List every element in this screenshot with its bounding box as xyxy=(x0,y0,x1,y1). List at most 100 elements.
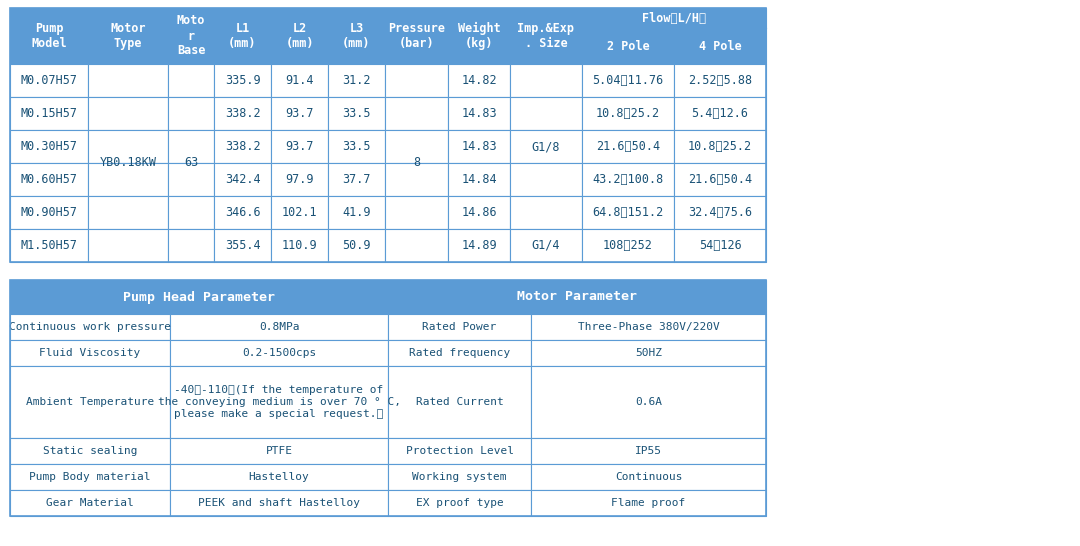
Bar xyxy=(214,163,271,196)
Bar xyxy=(271,8,328,64)
Text: 2.52～5.88: 2.52～5.88 xyxy=(688,74,752,87)
Bar xyxy=(87,229,168,262)
Bar xyxy=(328,8,384,64)
Bar xyxy=(168,130,214,163)
Bar xyxy=(214,196,271,229)
Text: 14.82: 14.82 xyxy=(461,74,497,87)
Text: 0.6A: 0.6A xyxy=(635,397,662,407)
Bar xyxy=(388,340,531,366)
Text: Motor Parameter: Motor Parameter xyxy=(517,290,637,304)
Bar xyxy=(10,130,87,163)
Text: 355.4: 355.4 xyxy=(225,239,260,252)
Text: 14.86: 14.86 xyxy=(461,206,497,219)
Bar xyxy=(170,340,388,366)
Bar xyxy=(328,163,384,196)
Bar xyxy=(10,64,87,97)
Text: Motor
Type: Motor Type xyxy=(110,22,146,50)
Text: M0.07H57: M0.07H57 xyxy=(21,74,78,87)
Text: M0.30H57: M0.30H57 xyxy=(21,140,78,153)
Bar xyxy=(448,196,510,229)
Text: 342.4: 342.4 xyxy=(225,173,260,186)
Bar xyxy=(384,196,448,229)
Bar xyxy=(531,340,766,366)
Text: Working system: Working system xyxy=(413,472,507,482)
Text: 64.8～151.2: 64.8～151.2 xyxy=(592,206,663,219)
Bar xyxy=(328,229,384,262)
Text: EX proof type: EX proof type xyxy=(416,498,503,508)
Text: Rated frequency: Rated frequency xyxy=(409,348,510,358)
Bar xyxy=(510,196,582,229)
Bar xyxy=(271,163,328,196)
Text: Imp.&Exp
. Size: Imp.&Exp . Size xyxy=(517,22,575,50)
Bar xyxy=(87,196,168,229)
Bar xyxy=(510,97,582,130)
Bar xyxy=(388,314,531,340)
Bar xyxy=(531,438,766,464)
Text: 33.5: 33.5 xyxy=(342,140,370,153)
Bar xyxy=(214,8,271,64)
Bar xyxy=(10,163,87,196)
Bar xyxy=(384,130,448,163)
Bar xyxy=(271,196,328,229)
Bar xyxy=(448,8,510,64)
Text: L3
(mm): L3 (mm) xyxy=(342,22,370,50)
Bar xyxy=(582,8,766,28)
Text: Moto
r
Base: Moto r Base xyxy=(177,15,205,57)
Bar xyxy=(10,490,170,516)
Bar xyxy=(531,314,766,340)
Bar xyxy=(388,366,531,438)
Bar xyxy=(510,229,582,262)
Text: Continuous work pressure: Continuous work pressure xyxy=(9,322,171,332)
Text: Fluid Viscosity: Fluid Viscosity xyxy=(39,348,140,358)
Bar xyxy=(10,438,170,464)
Text: Flame proof: Flame proof xyxy=(611,498,686,508)
Bar xyxy=(582,163,674,196)
Text: 10.8～25.2: 10.8～25.2 xyxy=(596,107,660,120)
Text: 8: 8 xyxy=(413,157,420,169)
Bar xyxy=(168,64,214,97)
Text: 0.2-1500cps: 0.2-1500cps xyxy=(242,348,316,358)
Text: Protection Level: Protection Level xyxy=(405,446,513,456)
Bar xyxy=(582,64,674,97)
Bar xyxy=(531,366,766,438)
Bar xyxy=(87,130,168,163)
Bar xyxy=(10,366,170,438)
Bar xyxy=(10,314,170,340)
Text: Weight
(kg): Weight (kg) xyxy=(458,22,500,50)
Bar xyxy=(328,130,384,163)
Bar xyxy=(214,97,271,130)
Bar xyxy=(674,163,766,196)
Bar xyxy=(582,28,674,64)
Bar xyxy=(582,97,674,130)
Text: 5.04～11.76: 5.04～11.76 xyxy=(592,74,663,87)
Text: 2 Pole: 2 Pole xyxy=(607,39,649,52)
Text: 4 Pole: 4 Pole xyxy=(699,39,741,52)
Text: 63: 63 xyxy=(184,157,198,169)
Text: 32.4～75.6: 32.4～75.6 xyxy=(688,206,752,219)
Bar xyxy=(510,163,582,196)
Bar xyxy=(674,97,766,130)
Bar xyxy=(10,280,766,516)
Text: 14.84: 14.84 xyxy=(461,173,497,186)
Text: 50.9: 50.9 xyxy=(342,239,370,252)
Text: M0.60H57: M0.60H57 xyxy=(21,173,78,186)
Bar xyxy=(531,464,766,490)
Bar xyxy=(582,196,674,229)
Text: 91.4: 91.4 xyxy=(285,74,314,87)
Text: 50HZ: 50HZ xyxy=(635,348,662,358)
Text: Pressure
(bar): Pressure (bar) xyxy=(388,22,445,50)
Bar xyxy=(10,8,87,64)
Text: IP55: IP55 xyxy=(635,446,662,456)
Bar xyxy=(388,490,531,516)
Text: Flow（L/H）: Flow（L/H） xyxy=(642,11,706,25)
Bar xyxy=(448,163,510,196)
Text: 37.7: 37.7 xyxy=(342,173,370,186)
Bar xyxy=(87,8,168,64)
Bar xyxy=(582,229,674,262)
Text: G1/8: G1/8 xyxy=(531,140,561,153)
Text: Static sealing: Static sealing xyxy=(43,446,137,456)
Bar xyxy=(674,28,766,64)
Text: M1.50H57: M1.50H57 xyxy=(21,239,78,252)
Text: 10.8～25.2: 10.8～25.2 xyxy=(688,140,752,153)
Bar xyxy=(87,97,168,130)
